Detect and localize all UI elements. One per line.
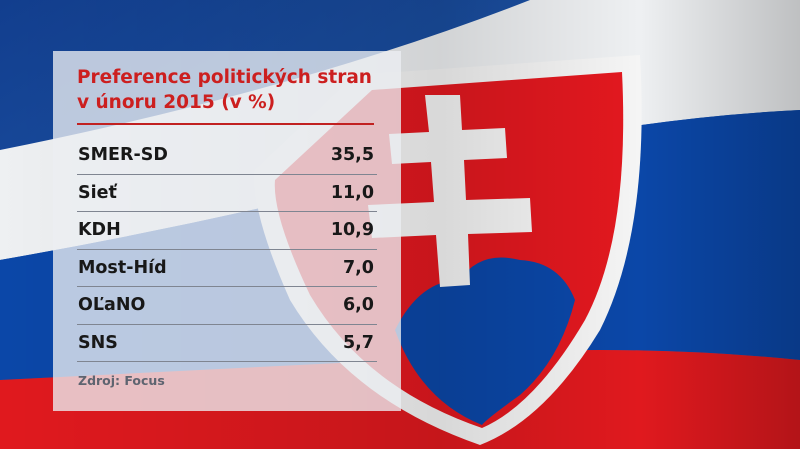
party-value: 35,5 — [330, 145, 374, 165]
source-note: Zdroj: Focus — [78, 373, 165, 388]
table-row-siet: Sieť 11,0 — [77, 175, 377, 212]
table-row-olano: OĽaNO 6,0 — [77, 287, 377, 325]
party-value: 7,0 — [342, 257, 374, 278]
title-divider — [77, 123, 374, 125]
party-name: OĽaNO — [78, 295, 146, 315]
chart-title: Preference politických stran v únoru 201… — [77, 65, 387, 115]
party-value: 10,9 — [330, 220, 374, 240]
chart-title-line-2: v únoru 2015 (v %) — [77, 92, 276, 113]
chart-panel: Preference politických stran v únoru 201… — [53, 51, 401, 411]
party-name: Sieť — [78, 182, 117, 203]
party-value: 11,0 — [330, 182, 374, 203]
results-table: SMER-SD 35,5 Sieť 11,0 KDH 10,9 Most-Híd… — [77, 137, 377, 362]
table-row-kdh: KDH 10,9 — [77, 212, 377, 250]
party-value: 6,0 — [342, 295, 374, 315]
party-name: SMER-SD — [78, 145, 168, 165]
party-name: SNS — [78, 332, 118, 353]
party-name: Most-Híd — [78, 257, 167, 278]
party-name: KDH — [78, 220, 121, 240]
table-row-most-hid: Most-Híd 7,0 — [77, 250, 377, 287]
chart-title-line-1: Preference politických stran — [77, 67, 372, 88]
party-value: 5,7 — [342, 332, 374, 353]
table-row-sns: SNS 5,7 — [77, 325, 377, 362]
table-row-smer-sd: SMER-SD 35,5 — [77, 137, 377, 175]
